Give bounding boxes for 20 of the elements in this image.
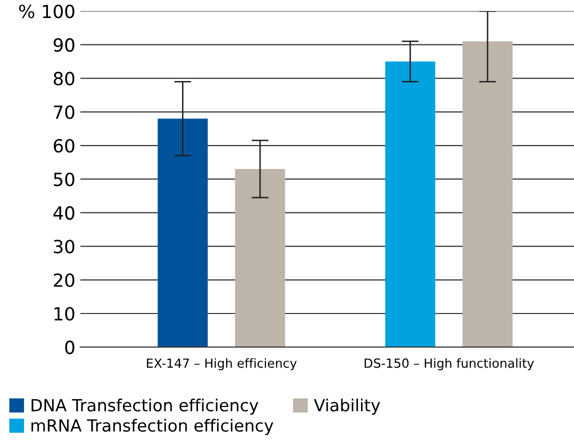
legend-label: mRNA Transfection efficiency (32, 418, 274, 435)
legend-label: Viability (314, 398, 380, 415)
y-tick-label: 10 (54, 306, 74, 321)
bar (158, 118, 208, 348)
y-tick-label: 80 (54, 72, 74, 86)
y-tick-label: 0 (65, 340, 74, 354)
y-tick-label: 50 (54, 172, 74, 186)
bar (385, 62, 436, 348)
legend-label: DNA Transfection efficiency (32, 398, 258, 415)
y-tick-label: 30 (54, 240, 74, 254)
y-tick-label: % 100 (19, 4, 74, 18)
y-tick-label: 40 (53, 206, 74, 220)
y-tick-label: 90 (54, 38, 74, 52)
x-tick-label: EX-147 – High efficiency (146, 358, 297, 370)
y-tick-label: 20 (54, 273, 74, 288)
y-tick-label: 60 (54, 138, 74, 153)
bar (235, 169, 286, 348)
y-tick-label: 70 (54, 105, 74, 120)
x-tick-label: DS-150 – High functionality (364, 358, 534, 370)
bar (462, 41, 513, 348)
